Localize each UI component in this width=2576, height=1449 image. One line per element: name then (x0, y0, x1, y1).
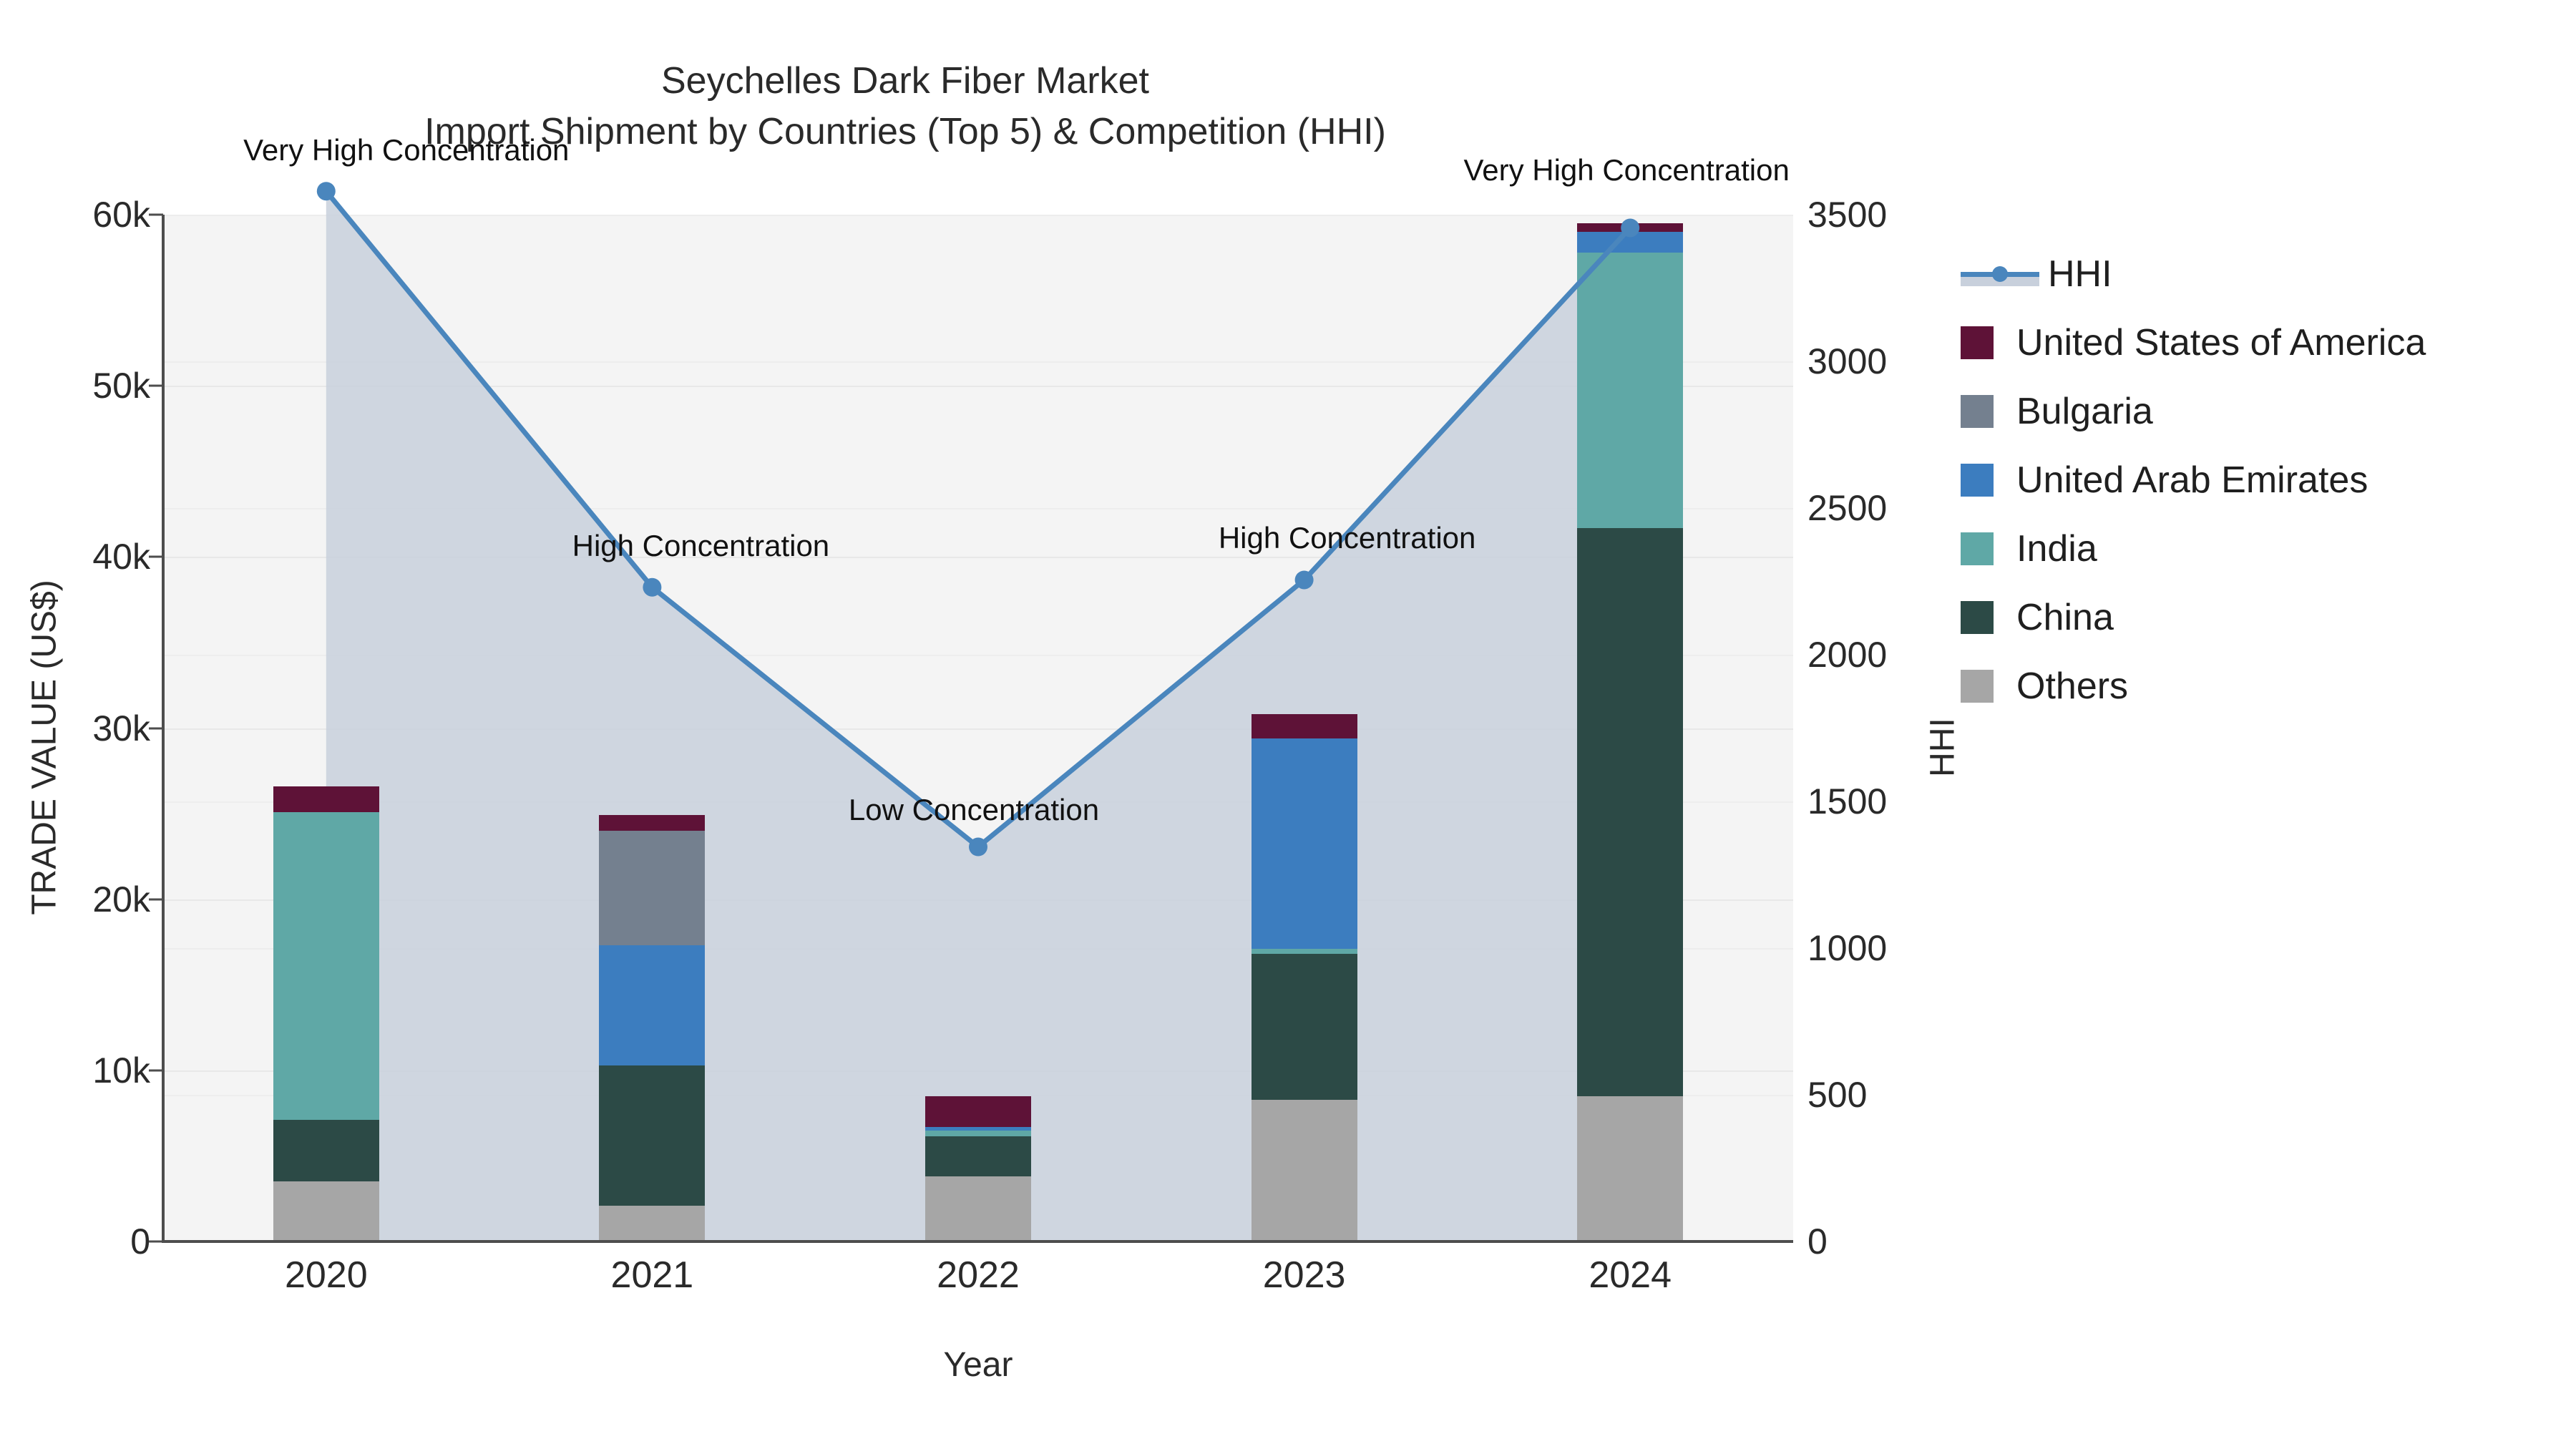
y-tick-mark-left (149, 1240, 163, 1243)
hhi-annotation: High Concentration (572, 528, 830, 562)
x-tick-label-2022: 2022 (937, 1254, 1020, 1296)
legend-swatch-icon (1961, 464, 1994, 497)
bar-segment[interactable] (1577, 252, 1684, 528)
y-tick-label-left: 20k (92, 879, 150, 919)
y-tick-label-right: 0 (1807, 1221, 1828, 1262)
y-tick-mark-left (149, 213, 163, 216)
y-tick-label-right: 2000 (1807, 635, 1888, 675)
legend-item[interactable]: Bulgaria (1961, 377, 2562, 446)
y-tick-mark-left (149, 384, 163, 387)
y-tick-mark-left (149, 555, 163, 558)
y-tick-label-right: 1500 (1807, 781, 1888, 821)
bar-segment[interactable] (599, 1205, 706, 1241)
bar-segment[interactable] (925, 1130, 1031, 1136)
x-axis-label: Year (943, 1346, 1013, 1384)
chart-title-block: Seychelles Dark Fiber Market Import Ship… (0, 56, 1810, 157)
y-axis-left-label: TRADE VALUE (US$) (25, 580, 64, 915)
legend-label: Others (2016, 665, 2129, 707)
bar-segment[interactable] (1251, 738, 1357, 950)
legend-swatch-icon (1961, 326, 1994, 359)
hhi-marker[interactable] (316, 182, 336, 201)
y-tick-label-left: 30k (92, 708, 150, 748)
bar-segment[interactable] (1577, 231, 1684, 253)
hhi-annotation: High Concentration (1218, 521, 1476, 555)
bar-segment[interactable] (925, 1126, 1031, 1131)
chart-title: Seychelles Dark Fiber Market (661, 60, 1149, 102)
y-tick-label-right: 3500 (1807, 195, 1888, 235)
bar-segment[interactable] (1251, 954, 1357, 1100)
x-tick-label-2024: 2024 (1589, 1254, 1672, 1296)
chart-legend: HHI United States of America Bulgaria Unite… (1961, 240, 2562, 721)
y-tick-label-left: 10k (92, 1050, 150, 1091)
legend-label: HHI (2048, 253, 2112, 295)
bar-segment[interactable] (925, 1176, 1031, 1241)
bar-segment[interactable] (599, 1065, 706, 1206)
legend-item[interactable]: United States of America (1961, 308, 2562, 377)
y-axis-right-label: HHI (1923, 718, 1962, 777)
x-axis-line (163, 1240, 1793, 1243)
bar-segment[interactable] (599, 945, 706, 1065)
x-tick-label-2023: 2023 (1262, 1254, 1346, 1296)
legend-swatch-icon (1961, 532, 1994, 565)
legend-line-icon (1961, 258, 2039, 291)
bar-group-2023[interactable] (1251, 215, 1357, 1241)
legend-item[interactable]: HHI (1961, 240, 2562, 308)
y-tick-label-right: 3000 (1807, 341, 1888, 381)
bar-segment[interactable] (273, 1120, 379, 1182)
legend-label: India (2016, 528, 2097, 570)
plot-area: Very High Concentration High Concentratio… (163, 133, 1793, 1243)
bar-segment[interactable] (1251, 949, 1357, 955)
legend-item[interactable]: United Arab Emirates (1961, 446, 2562, 514)
bar-segment[interactable] (1251, 714, 1357, 738)
x-tick-label-2020: 2020 (284, 1254, 368, 1296)
y-tick-mark-left (149, 1069, 163, 1072)
y-tick-label-right: 500 (1807, 1075, 1868, 1115)
hhi-annotation: Very High Concentration (1463, 153, 1790, 187)
bar-segment[interactable] (1577, 223, 1684, 232)
bar-segment[interactable] (599, 815, 706, 831)
bar-group-2022[interactable] (925, 215, 1031, 1241)
y-tick-mark-left (149, 727, 163, 729)
bar-group-2021[interactable] (599, 215, 706, 1241)
y-tick-mark-left (149, 898, 163, 901)
legend-label: Bulgaria (2016, 391, 2153, 432)
bar-segment[interactable] (925, 1096, 1031, 1127)
bar-segment[interactable] (1251, 1099, 1357, 1241)
y-tick-label-left: 0 (130, 1221, 150, 1262)
bar-segment[interactable] (273, 811, 379, 1121)
y-tick-label-right: 2500 (1807, 488, 1888, 528)
chart-subtitle: Import Shipment by Countries (Top 5) & C… (424, 110, 1386, 152)
legend-label: United Arab Emirates (2016, 459, 2368, 501)
y-axis-line (162, 215, 165, 1243)
bar-segment[interactable] (273, 1181, 379, 1241)
bar-segment[interactable] (273, 786, 379, 812)
legend-item[interactable]: Others (1961, 652, 2562, 721)
bar-segment[interactable] (925, 1136, 1031, 1177)
legend-swatch-icon (1961, 670, 1994, 703)
y-tick-label-left: 40k (92, 537, 150, 577)
legend-swatch-icon (1961, 601, 1994, 634)
bar-segment[interactable] (1577, 527, 1684, 1096)
legend-label: China (2016, 597, 2114, 638)
y-tick-label-left: 60k (92, 195, 150, 235)
bar-group-2020[interactable] (273, 215, 379, 1241)
hhi-annotation: Low Concentration (848, 792, 1100, 826)
bar-segment[interactable] (599, 831, 706, 946)
legend-swatch-icon (1961, 395, 1994, 428)
bar-group-2024[interactable] (1577, 215, 1684, 1241)
hhi-annotation: Very High Concentration (243, 133, 570, 167)
legend-item[interactable]: China (1961, 583, 2562, 652)
legend-label: United States of America (2016, 322, 2426, 364)
legend-item[interactable]: India (1961, 514, 2562, 583)
y-tick-label-right: 1000 (1807, 928, 1888, 968)
x-tick-label-2021: 2021 (610, 1254, 694, 1296)
y-tick-label-left: 50k (92, 366, 150, 406)
bar-segment[interactable] (1577, 1096, 1684, 1241)
